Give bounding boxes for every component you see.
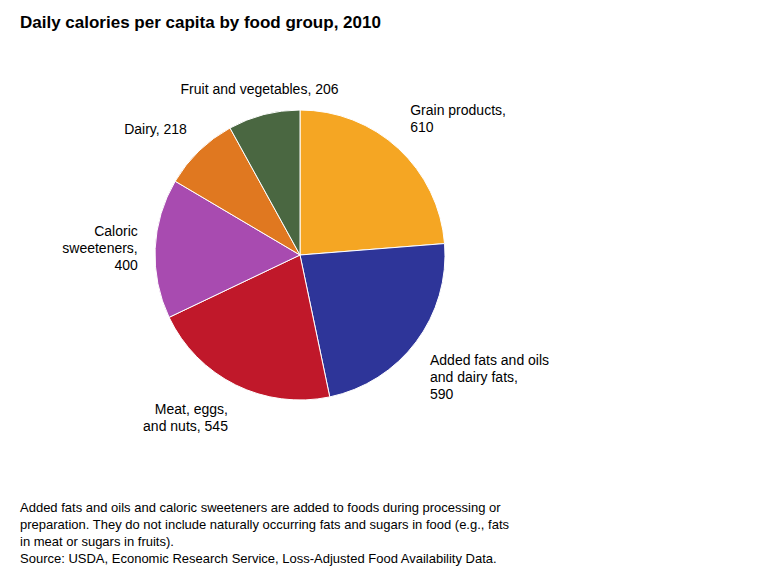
- pie: Grain products,610Added fats and oilsand…: [62, 81, 549, 434]
- slice-label: Caloricsweeteners,400: [62, 223, 138, 273]
- slice-label-line: sweeteners,: [62, 240, 137, 256]
- slice: [230, 110, 300, 255]
- slice-label-line: 400: [114, 257, 138, 273]
- footnote-line: Added fats and oils and caloric sweetene…: [20, 500, 501, 515]
- slice-label-line: Fruit and vegetables, 206: [181, 81, 339, 97]
- slice-label-line: Dairy, 218: [124, 121, 187, 137]
- footnote: Added fats and oils and caloric sweetene…: [20, 500, 509, 566]
- slice-label: Dairy, 218: [124, 121, 187, 137]
- slice-label-line: Added fats and oils: [430, 352, 549, 368]
- chart: Daily calories per capita by food group,…: [0, 0, 771, 575]
- slice-label: Fruit and vegetables, 206: [181, 81, 339, 97]
- slice-label: Grain products,610: [410, 102, 506, 135]
- slice-label-line: and nuts, 545: [143, 418, 228, 434]
- slice-label-line: Caloric: [94, 223, 138, 239]
- slice-label: Added fats and oilsand dairy fats,590: [430, 352, 549, 402]
- slice-label-line: and dairy fats,: [430, 369, 518, 385]
- footnote-line: preparation. They do not include natural…: [20, 517, 509, 532]
- slice-label-line: 610: [410, 119, 434, 135]
- footnote-line: in meat or sugars in fruits).: [20, 534, 174, 549]
- slice-label-line: Meat, eggs,: [155, 401, 228, 417]
- footnote-line: Source: USDA, Economic Research Service,…: [20, 551, 497, 566]
- title: Daily calories per capita by food group,…: [20, 13, 381, 32]
- slice-label-line: Grain products,: [410, 102, 506, 118]
- slice-label: Meat, eggs,and nuts, 545: [143, 401, 228, 434]
- slice-label-line: 590: [430, 386, 454, 402]
- slice: [300, 110, 445, 255]
